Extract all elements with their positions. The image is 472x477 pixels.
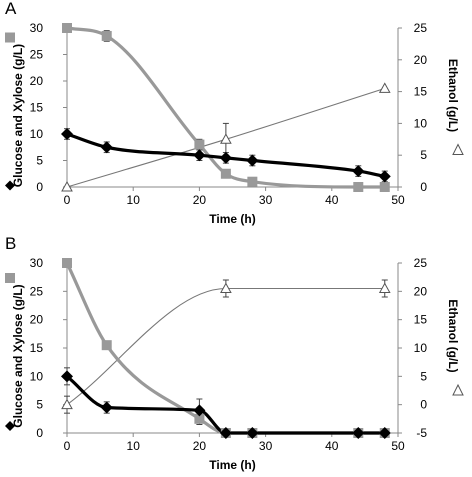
x-tick-label: 20 xyxy=(193,193,207,207)
y-left-tick-label: 10 xyxy=(30,369,44,383)
legend-marker-ethanol xyxy=(452,383,464,396)
series-line-ethanol xyxy=(66,287,386,406)
y-left-tick-label: 20 xyxy=(30,313,44,327)
data-point-glucose xyxy=(246,154,259,167)
panel-label-b: B xyxy=(5,234,16,253)
y-left-tick-label: 20 xyxy=(30,74,44,88)
data-point-glucose xyxy=(193,404,206,417)
x-tick-label: 0 xyxy=(64,193,71,207)
y-right-tick-label: 15 xyxy=(414,85,428,99)
y-left-tick-label: 30 xyxy=(30,256,44,270)
x-axis-title: Time (h) xyxy=(209,458,255,472)
y-right-tick-label: 10 xyxy=(414,341,428,355)
data-point-glucose xyxy=(61,370,73,383)
legend-marker-xylose xyxy=(5,273,15,283)
legend-marker-ethanol xyxy=(452,143,464,155)
y-axis-right-title: Ethanol (g/L) xyxy=(446,59,460,132)
y-right-tick-label: 25 xyxy=(414,256,428,270)
y-right-tick-label: -5 xyxy=(416,426,427,440)
legend-marker-glucose xyxy=(5,421,15,431)
y-right-tick-label: 15 xyxy=(414,313,428,327)
data-point-xylose xyxy=(62,258,72,268)
x-tick-label: 20 xyxy=(193,439,207,453)
y-left-tick-label: 15 xyxy=(30,341,44,355)
data-point-glucose xyxy=(352,427,365,439)
y-axis-left-title: Glucose and Xylose (g/L) xyxy=(11,44,25,187)
x-tick-label: 40 xyxy=(325,193,339,207)
x-tick-label: 50 xyxy=(391,439,405,453)
data-point-ethanol xyxy=(378,82,391,93)
series-line-glucose xyxy=(65,374,387,435)
y-left-tick-label: 25 xyxy=(30,48,44,62)
y-right-tick-label: 25 xyxy=(414,21,428,35)
data-point-glucose xyxy=(219,427,232,439)
legend-marker-xylose xyxy=(5,32,15,43)
y-left-tick-label: 15 xyxy=(30,101,44,115)
y-left-tick-label: 0 xyxy=(36,180,43,194)
x-tick-label: 10 xyxy=(127,193,141,207)
panel-a: A 0 10 20 30 40 50 0 5 10 15 20 25 30 0 5 10 15 20 25 Time (… xyxy=(5,0,464,226)
x-tick-label: 10 xyxy=(127,439,141,453)
panel-b: B 0 10 20 30 40 50 0 5 10 15 20 25 30 -5 0 5 10 15 20 25 Time… xyxy=(5,234,464,472)
data-point-xylose xyxy=(62,23,72,33)
data-point-glucose xyxy=(378,427,391,439)
y-left-tick-label: 25 xyxy=(30,284,44,298)
data-point-glucose xyxy=(193,149,206,162)
data-point-xylose xyxy=(353,182,364,192)
data-point-xylose xyxy=(194,413,205,424)
x-tick-label: 0 xyxy=(64,439,71,453)
x-tick-label: 40 xyxy=(325,439,339,453)
data-point-glucose xyxy=(219,151,232,164)
data-point-xylose xyxy=(220,168,231,179)
data-point-glucose xyxy=(378,170,391,183)
legend-marker-glucose xyxy=(5,180,15,191)
y-axis-left-title: Glucose and Xylose (g/L) xyxy=(11,284,25,427)
y-right-tick-label: 5 xyxy=(420,148,427,162)
data-point-xylose xyxy=(101,340,112,351)
data-point-glucose xyxy=(352,165,365,178)
x-tick-label: 30 xyxy=(259,439,273,453)
data-point-xylose xyxy=(379,182,390,192)
y-right-tick-label: 5 xyxy=(420,369,427,383)
x-tick-label: 30 xyxy=(259,193,273,207)
y-left-tick-label: 5 xyxy=(36,154,43,168)
data-point-ethanol xyxy=(378,282,391,293)
x-tick-label: 50 xyxy=(391,193,405,207)
data-point-ethanol xyxy=(61,180,73,192)
data-point-glucose xyxy=(246,427,259,439)
y-left-tick-label: 0 xyxy=(36,426,43,440)
y-right-tick-label: 20 xyxy=(414,284,428,298)
x-axis-title: Time (h) xyxy=(209,212,255,226)
data-point-glucose xyxy=(100,141,113,154)
data-point-ethanol xyxy=(61,398,73,410)
data-point-xylose xyxy=(101,30,112,41)
y-right-tick-label: 0 xyxy=(420,398,427,412)
y-right-tick-label: 10 xyxy=(414,116,428,130)
data-point-ethanol xyxy=(220,133,232,144)
panel-label-a: A xyxy=(5,0,17,18)
y-left-tick-label: 30 xyxy=(30,21,44,35)
y-left-tick-label: 10 xyxy=(30,127,44,141)
data-point-glucose xyxy=(100,401,113,414)
y-left-tick-label: 5 xyxy=(36,398,43,412)
data-point-xylose xyxy=(194,139,205,150)
data-point-ethanol xyxy=(220,282,232,293)
y-right-tick-label: 20 xyxy=(414,53,428,67)
data-point-glucose xyxy=(61,128,73,140)
y-axis-right-title: Ethanol (g/L) xyxy=(446,299,460,372)
y-right-tick-label: 0 xyxy=(420,180,427,194)
data-point-xylose xyxy=(247,176,258,187)
